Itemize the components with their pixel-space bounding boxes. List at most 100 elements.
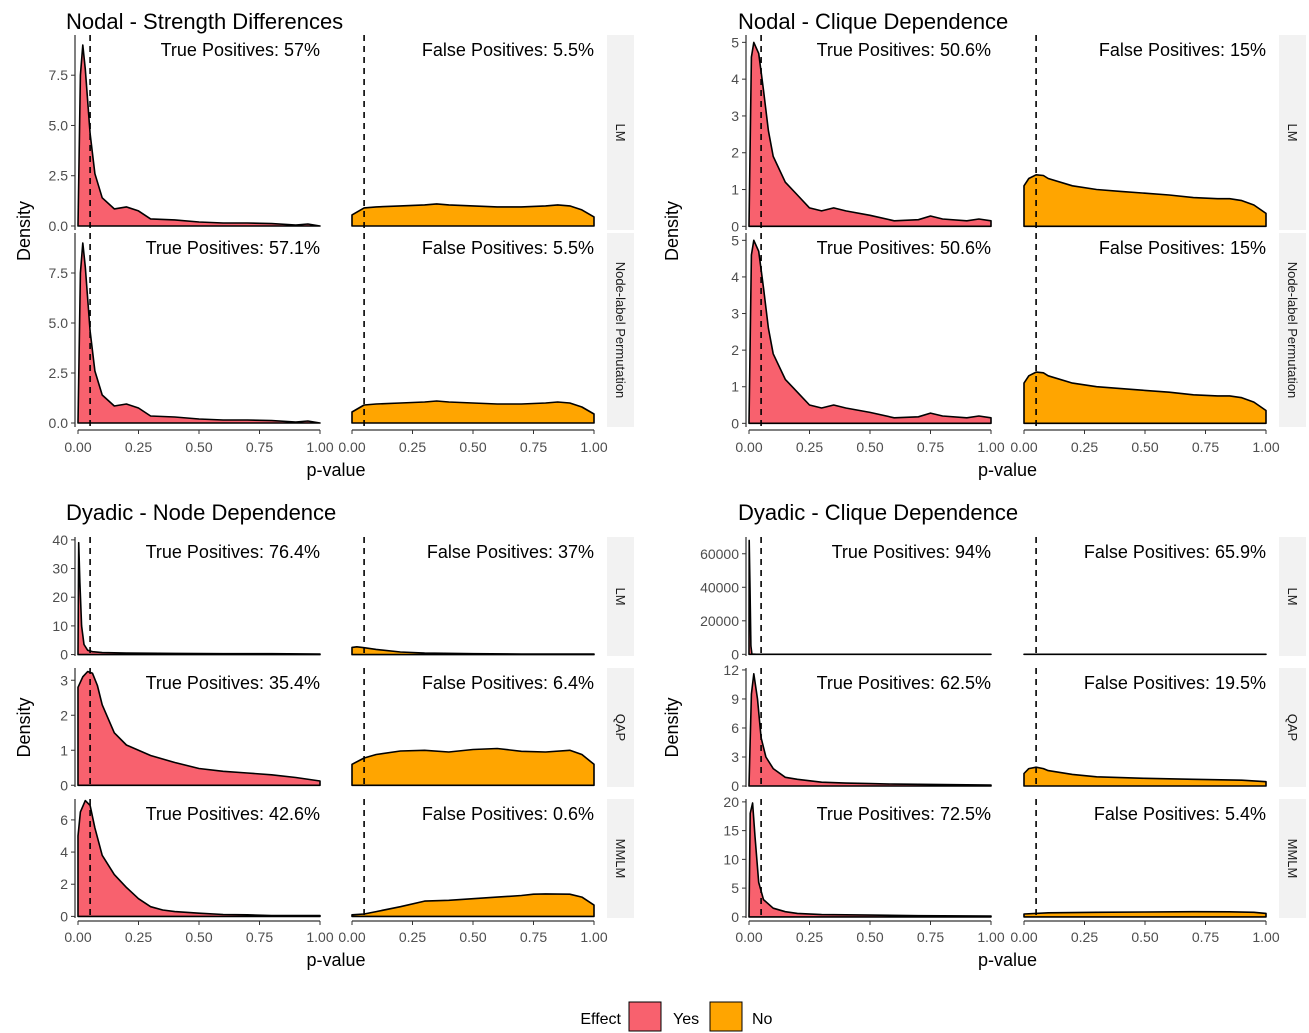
y-tick-label: 5 xyxy=(731,34,739,50)
panel: False Positives: 19.5% xyxy=(1023,668,1267,787)
panel: True Positives: 42.6% 0 2 4 6 0.00 0.25 0.50 0.7… xyxy=(60,799,334,945)
panel: True Positives: 76.4% 0 10 20 30 40 xyxy=(52,532,321,663)
density-area-no xyxy=(351,747,595,787)
x-tick-label: 1.00 xyxy=(306,929,333,945)
annotation-text: False Positives: 5.5% xyxy=(422,40,594,60)
density-area-yes xyxy=(77,799,321,918)
facet-strip: LM xyxy=(607,35,634,230)
panel: True Positives: 57% 0.0 2.5 5.0 7.5 xyxy=(49,35,321,234)
density-area-no xyxy=(1023,371,1267,425)
facet-strip: LM xyxy=(1279,537,1306,656)
x-tick-label: 0.50 xyxy=(1131,929,1158,945)
y-tick-label: 10 xyxy=(723,851,739,867)
y-tick-label: 10 xyxy=(52,618,68,634)
strip-background xyxy=(607,537,634,656)
panel: False Positives: 65.9% xyxy=(1023,537,1267,656)
density-area-yes xyxy=(748,673,992,787)
density-area-no xyxy=(351,400,595,424)
chart-title: Nodal - Clique Dependence xyxy=(738,9,1008,34)
facet-strip: Node-label Permutation xyxy=(607,233,634,427)
strip-label: LM xyxy=(613,587,628,605)
y-tick-label: 6 xyxy=(731,720,739,736)
x-tick-label: 0.00 xyxy=(64,439,91,455)
x-tick-label: 0.00 xyxy=(338,439,365,455)
panel: False Positives: 5.5% 0.00 0.25 0.50 0.75 1.0… xyxy=(338,233,608,455)
x-axis-label: p-value xyxy=(978,950,1037,970)
y-axis-label: Density xyxy=(662,697,682,757)
panel: True Positives: 57.1% 0.0 2.5 5.0 7.5 0.00 0.2… xyxy=(49,233,334,455)
y-tick-label: 40 xyxy=(52,532,68,548)
y-tick-label: 5.0 xyxy=(49,315,69,331)
y-tick-label: 5 xyxy=(731,232,739,248)
x-tick-label: 0.75 xyxy=(1192,929,1219,945)
x-tick-label: 0.75 xyxy=(520,439,547,455)
x-tick-label: 0.00 xyxy=(338,929,365,945)
x-tick-label: 0.00 xyxy=(1010,439,1037,455)
density-area-no xyxy=(1023,910,1267,918)
annotation-text: False Positives: 19.5% xyxy=(1084,673,1266,693)
x-tick-label: 1.00 xyxy=(1252,439,1279,455)
y-tick-label: 20 xyxy=(723,794,739,810)
legend-label-yes: Yes xyxy=(673,1011,699,1028)
facet-strip: MMLM xyxy=(607,799,634,918)
x-tick-label: 0.00 xyxy=(64,929,91,945)
y-tick-label: 0.0 xyxy=(49,415,69,431)
y-tick-label: 5 xyxy=(731,880,739,896)
y-tick-label: 2 xyxy=(60,876,68,892)
strip-background xyxy=(1279,233,1306,427)
annotation-text: False Positives: 5.4% xyxy=(1094,804,1266,824)
annotation-text: True Positives: 57% xyxy=(161,40,320,60)
y-tick-label: 0 xyxy=(731,778,739,794)
panel: True Positives: 62.5% 0 3 6 9 12 xyxy=(723,662,992,794)
y-tick-label: 0 xyxy=(60,908,68,924)
annotation-text: True Positives: 76.4% xyxy=(146,542,320,562)
x-tick-label: 0.75 xyxy=(1192,439,1219,455)
y-tick-label: 0 xyxy=(731,909,739,925)
y-axis-label: Density xyxy=(14,201,34,261)
y-tick-label: 0 xyxy=(731,415,739,431)
strip-label: Node-label Permutation xyxy=(613,262,628,399)
y-tick-label: 7.5 xyxy=(49,67,69,83)
y-tick-label: 4 xyxy=(731,269,739,285)
strip-label: MMLM xyxy=(1285,839,1300,879)
panel: False Positives: 6.4% xyxy=(351,668,595,787)
y-tick-label: 2 xyxy=(731,145,739,161)
x-tick-label: 0.50 xyxy=(856,929,883,945)
density-area-no xyxy=(351,893,595,918)
annotation-text: False Positives: 0.6% xyxy=(422,804,594,824)
chart-title: Dyadic - Node Dependence xyxy=(66,500,336,525)
x-tick-label: 1.00 xyxy=(1252,929,1279,945)
density-area-no xyxy=(1023,174,1267,228)
panel: True Positives: 72.5% 0 5 10 15 20 0.00 0.25 0.5… xyxy=(723,794,1004,945)
density-area-yes xyxy=(77,242,321,424)
y-tick-label: 1 xyxy=(60,742,68,758)
y-tick-label: 1 xyxy=(731,182,739,198)
density-area-no xyxy=(1023,766,1267,787)
panel: False Positives: 15% xyxy=(1023,35,1267,230)
x-axis-label: p-value xyxy=(978,460,1037,480)
x-tick-label: 0.25 xyxy=(399,929,426,945)
x-tick-label: 1.00 xyxy=(977,929,1004,945)
strip-background xyxy=(607,668,634,787)
legend: Effect Yes No xyxy=(580,1001,773,1032)
x-tick-label: 0.00 xyxy=(1010,929,1037,945)
y-tick-label: 20000 xyxy=(700,613,739,629)
x-tick-label: 0.50 xyxy=(856,439,883,455)
x-axis-label: p-value xyxy=(306,460,365,480)
strip-label: Node-label Permutation xyxy=(1285,262,1300,399)
annotation-text: False Positives: 15% xyxy=(1099,238,1266,258)
density-area-yes xyxy=(748,539,992,656)
x-tick-label: 0.75 xyxy=(246,439,273,455)
y-tick-label: 15 xyxy=(723,823,739,839)
density-area-no xyxy=(351,646,595,656)
panel: False Positives: 15% 0.00 0.25 0.50 0.75 1.00 xyxy=(1010,233,1280,455)
x-tick-label: 0.50 xyxy=(185,439,212,455)
annotation-text: True Positives: 62.5% xyxy=(817,673,991,693)
panel: False Positives: 5.4% 0.00 0.25 0.50 0.75 1.0… xyxy=(1010,799,1280,945)
strip-background xyxy=(607,233,634,427)
y-tick-label: 3 xyxy=(731,108,739,124)
y-tick-label: 4 xyxy=(731,71,739,87)
y-axis-label: Density xyxy=(662,201,682,261)
strip-background xyxy=(1279,668,1306,787)
x-tick-label: 0.25 xyxy=(796,439,823,455)
